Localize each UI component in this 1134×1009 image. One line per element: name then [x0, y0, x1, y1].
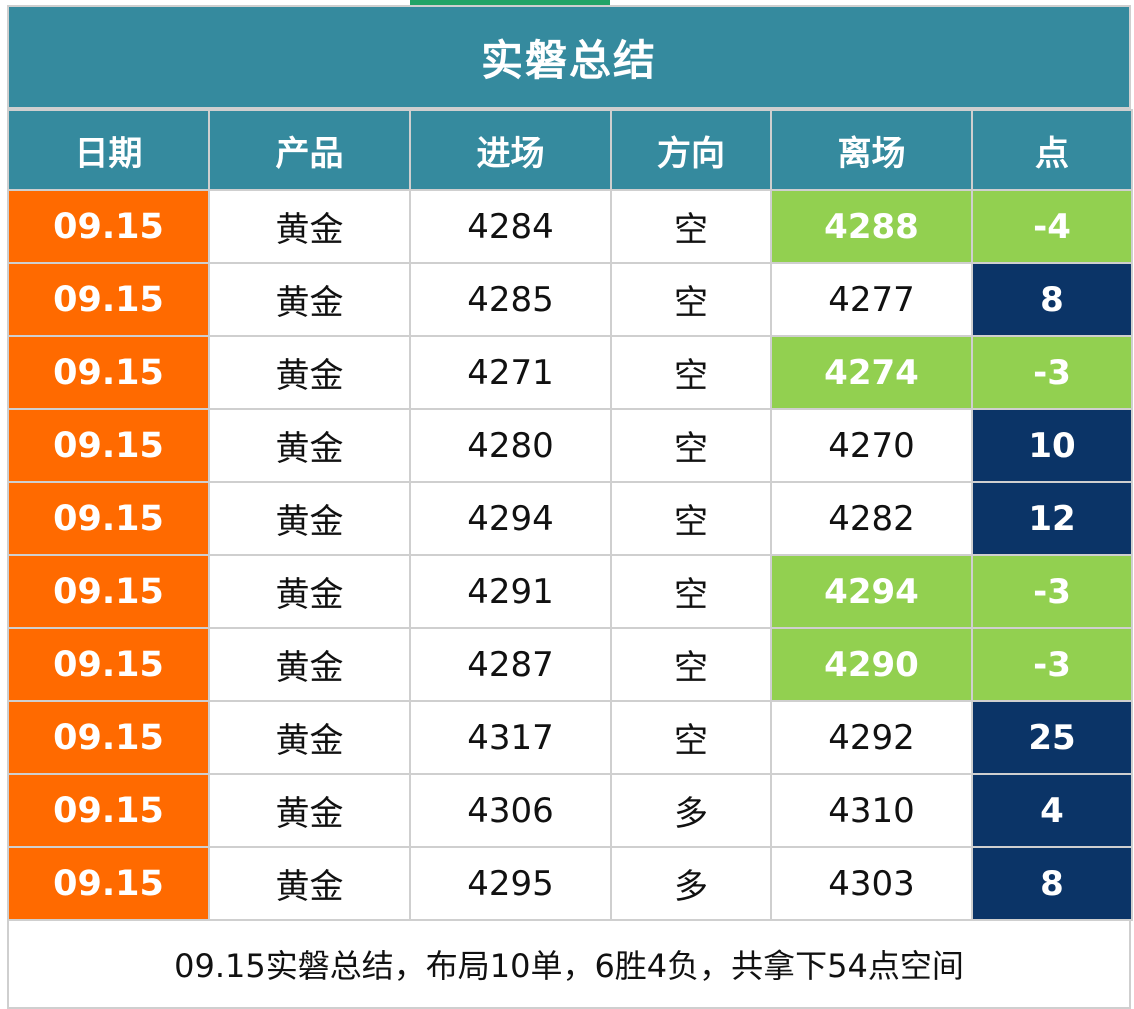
points-cell[interactable]: -3	[971, 554, 1133, 629]
table-row: 09.15 黄金 4284 空 4288 -4	[7, 189, 1133, 264]
product-cell[interactable]: 黄金	[208, 773, 411, 848]
date-cell[interactable]: 09.15	[7, 189, 210, 264]
exit-cell[interactable]: 4294	[770, 554, 973, 629]
direction-cell[interactable]: 空	[610, 554, 772, 629]
header-date[interactable]: 日期	[7, 109, 210, 191]
product-cell[interactable]: 黄金	[208, 627, 411, 702]
table-row: 09.15 黄金 4294 空 4282 12	[7, 481, 1133, 556]
points-cell[interactable]: -3	[971, 335, 1133, 410]
direction-cell[interactable]: 空	[610, 262, 772, 337]
product-cell[interactable]: 黄金	[208, 189, 411, 264]
product-cell[interactable]: 黄金	[208, 700, 411, 775]
product-cell[interactable]: 黄金	[208, 408, 411, 483]
exit-cell[interactable]: 4274	[770, 335, 973, 410]
points-cell[interactable]: 25	[971, 700, 1133, 775]
exit-cell[interactable]: 4310	[770, 773, 973, 848]
direction-cell[interactable]: 空	[610, 700, 772, 775]
table-row: 09.15 黄金 4291 空 4294 -3	[7, 554, 1133, 629]
summary-sheet: 实磐总结 日期 产品 进场 方向 离场 点 09.15 黄金 4284 空 4288 -4…	[7, 5, 1133, 1009]
date-cell[interactable]: 09.15	[7, 773, 210, 848]
sheet-title: 实磐总结	[7, 5, 1131, 109]
entry-cell[interactable]: 4295	[409, 846, 612, 921]
header-entry[interactable]: 进场	[409, 109, 612, 191]
exit-cell[interactable]: 4303	[770, 846, 973, 921]
direction-cell[interactable]: 空	[610, 189, 772, 264]
header-exit[interactable]: 离场	[770, 109, 973, 191]
table-row: 09.15 黄金 4287 空 4290 -3	[7, 627, 1133, 702]
date-cell[interactable]: 09.15	[7, 262, 210, 337]
points-cell[interactable]: 4	[971, 773, 1133, 848]
table-row: 09.15 黄金 4295 多 4303 8	[7, 846, 1133, 921]
header-row: 日期 产品 进场 方向 离场 点	[7, 109, 1133, 191]
entry-cell[interactable]: 4287	[409, 627, 612, 702]
entry-cell[interactable]: 4280	[409, 408, 612, 483]
date-cell[interactable]: 09.15	[7, 554, 210, 629]
date-cell[interactable]: 09.15	[7, 846, 210, 921]
table-row: 09.15 黄金 4306 多 4310 4	[7, 773, 1133, 848]
exit-cell[interactable]: 4282	[770, 481, 973, 556]
date-cell[interactable]: 09.15	[7, 408, 210, 483]
direction-cell[interactable]: 多	[610, 773, 772, 848]
exit-cell[interactable]: 4290	[770, 627, 973, 702]
product-cell[interactable]: 黄金	[208, 262, 411, 337]
points-cell[interactable]: 8	[971, 262, 1133, 337]
header-points[interactable]: 点	[971, 109, 1133, 191]
points-cell[interactable]: -3	[971, 627, 1133, 702]
points-cell[interactable]: 10	[971, 408, 1133, 483]
points-cell[interactable]: 12	[971, 481, 1133, 556]
direction-cell[interactable]: 多	[610, 846, 772, 921]
table-row: 09.15 黄金 4280 空 4270 10	[7, 408, 1133, 483]
direction-cell[interactable]: 空	[610, 335, 772, 410]
date-cell[interactable]: 09.15	[7, 700, 210, 775]
product-cell[interactable]: 黄金	[208, 335, 411, 410]
date-cell[interactable]: 09.15	[7, 481, 210, 556]
trades-table: 日期 产品 进场 方向 离场 点 09.15 黄金 4284 空 4288 -4 09.15…	[7, 109, 1133, 921]
table-row: 09.15 黄金 4317 空 4292 25	[7, 700, 1133, 775]
table-row: 09.15 黄金 4271 空 4274 -3	[7, 335, 1133, 410]
exit-cell[interactable]: 4277	[770, 262, 973, 337]
direction-cell[interactable]: 空	[610, 481, 772, 556]
direction-cell[interactable]: 空	[610, 627, 772, 702]
date-cell[interactable]: 09.15	[7, 335, 210, 410]
exit-cell[interactable]: 4270	[770, 408, 973, 483]
entry-cell[interactable]: 4271	[409, 335, 612, 410]
entry-cell[interactable]: 4284	[409, 189, 612, 264]
product-cell[interactable]: 黄金	[208, 554, 411, 629]
header-direction[interactable]: 方向	[610, 109, 772, 191]
product-cell[interactable]: 黄金	[208, 481, 411, 556]
points-cell[interactable]: -4	[971, 189, 1133, 264]
direction-cell[interactable]: 空	[610, 408, 772, 483]
entry-cell[interactable]: 4317	[409, 700, 612, 775]
header-product[interactable]: 产品	[208, 109, 411, 191]
entry-cell[interactable]: 4294	[409, 481, 612, 556]
product-cell[interactable]: 黄金	[208, 846, 411, 921]
exit-cell[interactable]: 4288	[770, 189, 973, 264]
selection-indicator	[410, 0, 610, 5]
summary-text: 09.15实磐总结，布局10单，6胜4负，共拿下54点空间	[7, 921, 1131, 1009]
exit-cell[interactable]: 4292	[770, 700, 973, 775]
entry-cell[interactable]: 4291	[409, 554, 612, 629]
points-cell[interactable]: 8	[971, 846, 1133, 921]
entry-cell[interactable]: 4285	[409, 262, 612, 337]
table-row: 09.15 黄金 4285 空 4277 8	[7, 262, 1133, 337]
entry-cell[interactable]: 4306	[409, 773, 612, 848]
date-cell[interactable]: 09.15	[7, 627, 210, 702]
